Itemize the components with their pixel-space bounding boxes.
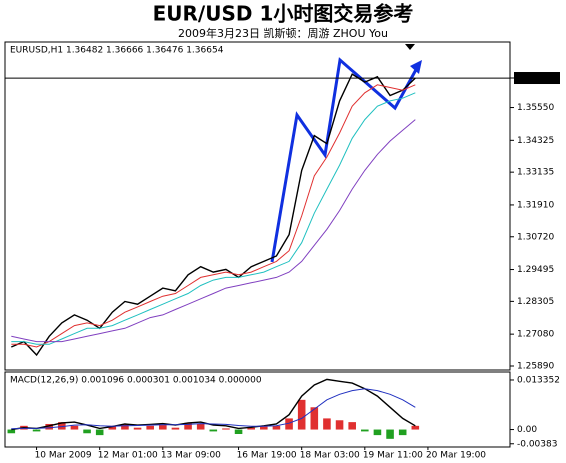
- histogram-bar: [272, 425, 281, 430]
- histogram-bar: [310, 407, 319, 430]
- histogram-bar: [386, 429, 394, 439]
- annotation-arrowhead: [410, 60, 422, 74]
- y-tick-label: 1.28305: [517, 297, 554, 307]
- annotation-zigzag: [270, 57, 420, 263]
- histogram-bar: [159, 425, 167, 430]
- series-line: [11, 73, 416, 357]
- y-tick-label: 1.25890: [517, 361, 554, 371]
- histogram-bar: [196, 423, 205, 430]
- y-tick-label: 1.27080: [517, 330, 554, 340]
- y-tick-label: -0.00383: [517, 439, 557, 449]
- histogram-bar: [32, 429, 41, 432]
- series-line: [11, 388, 416, 430]
- histogram-bar: [323, 418, 331, 430]
- shift-marker: [405, 44, 415, 50]
- histogram-bar: [285, 418, 293, 430]
- y-tick-label: 1.31910: [517, 200, 554, 210]
- histogram-bar: [247, 427, 255, 430]
- histogram-bar: [398, 429, 407, 436]
- histogram-bar: [121, 423, 129, 430]
- histogram-bar: [348, 422, 356, 430]
- chart-title: EUR/USD 1小时图交易参考: [153, 2, 414, 26]
- histogram-bar: [184, 422, 192, 430]
- price-panel: [4, 41, 511, 371]
- histogram-bar: [260, 426, 268, 430]
- y-tick-label: 1.30720: [517, 232, 554, 242]
- histogram-bar: [108, 425, 117, 430]
- y-tick-label: 1.36654: [517, 74, 554, 84]
- histogram-bar: [45, 423, 53, 430]
- histogram-bar: [70, 425, 79, 430]
- y-tick-label: 1.34325: [517, 136, 554, 146]
- histogram-bar: [7, 429, 16, 434]
- x-tick-label: 20 Mar 19:00: [426, 451, 486, 461]
- series-line: [11, 119, 416, 343]
- histogram-bar: [133, 427, 142, 430]
- histogram-bar: [234, 429, 243, 435]
- x-tick-label: 19 Mar 11:00: [363, 451, 423, 461]
- histogram-bar: [58, 422, 66, 430]
- histogram-bar: [222, 428, 230, 430]
- histogram-bar: [83, 429, 91, 434]
- x-tick-label: 18 Mar 03:00: [300, 451, 360, 461]
- histogram-bar: [335, 420, 344, 430]
- y-tick-label: 0.013352: [517, 375, 560, 385]
- series-line: [11, 84, 416, 348]
- y-tick-label: 1.29495: [517, 265, 554, 275]
- price-label: EURUSD,H1 1.36482 1.36666 1.36476 1.3665…: [10, 46, 224, 56]
- y-tick-label: 1.33135: [517, 168, 554, 178]
- histogram-bar: [411, 425, 420, 430]
- histogram-bar: [361, 429, 369, 432]
- x-tick-label: 13 Mar 09:00: [161, 451, 221, 461]
- y-tick-label: 1.35550: [517, 103, 554, 113]
- y-tick-label: 0.00: [517, 425, 537, 435]
- histogram-bar: [373, 429, 382, 436]
- histogram-bar: [297, 399, 306, 430]
- price-box: [514, 72, 560, 85]
- histogram-bar: [95, 429, 104, 436]
- macd-label: MACD(12,26,9) 0.001096 0.000301 0.001034…: [10, 376, 262, 386]
- macd-panel: [4, 371, 511, 448]
- series-line: [11, 378, 416, 431]
- histogram-bar: [146, 425, 154, 430]
- x-tick-label: 16 Mar 19:00: [237, 451, 297, 461]
- histogram-bar: [209, 429, 218, 432]
- histogram-bar: [171, 427, 180, 430]
- x-tick-label: 10 Mar 2009: [35, 451, 92, 461]
- x-tick-label: 12 Mar 01:00: [98, 451, 158, 461]
- series-line: [11, 92, 416, 345]
- chart-subtitle: 2009年3月23日 凯斯顿：周游 ZHOU You: [178, 26, 388, 40]
